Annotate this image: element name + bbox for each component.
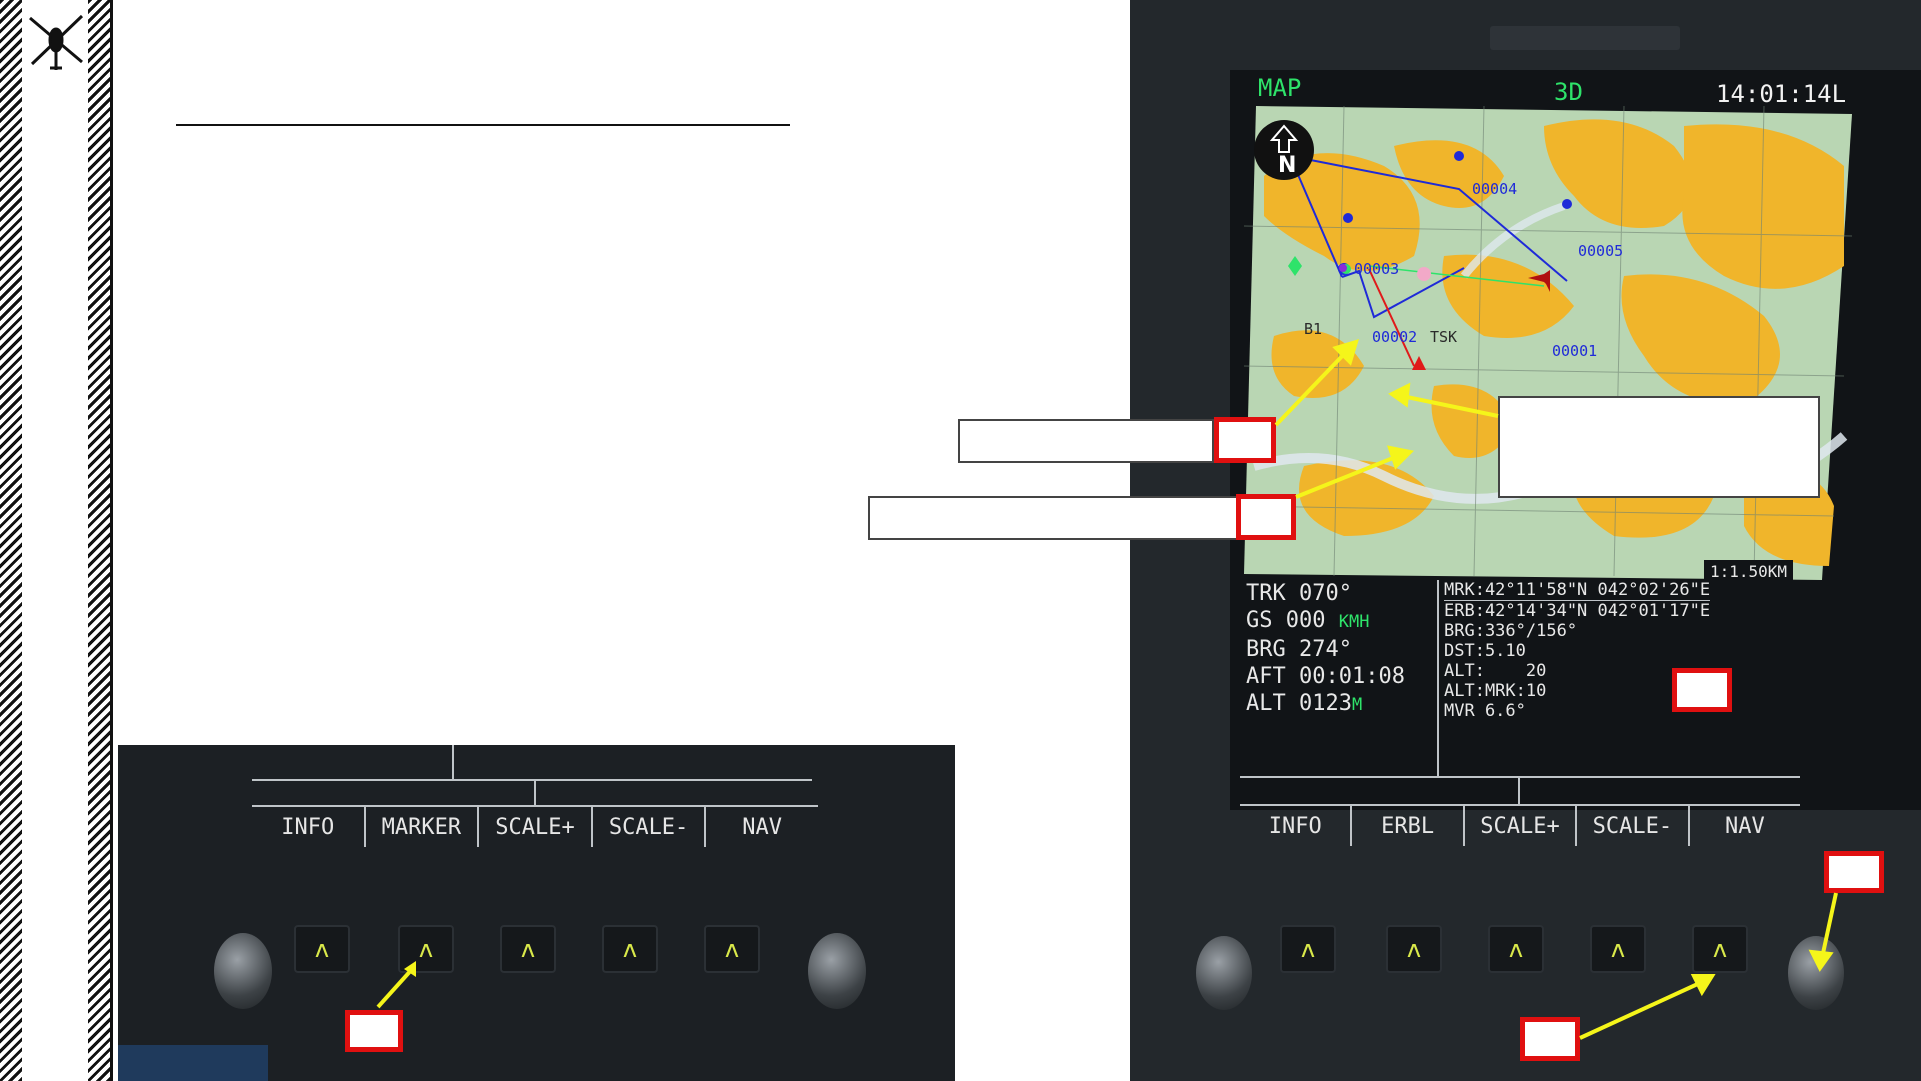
north-label: N [1278,153,1297,178]
clock: 14:01:14L [1716,80,1847,108]
dst-line: DST:5.10 [1444,641,1526,661]
waypoint-label-00002: 00002 [1372,328,1418,346]
left-key-nav[interactable]: ʌ [704,925,760,973]
waypoint-label-b1: B1 [1304,320,1323,338]
marker-info-block: MRK:42°11'58"N 042°02'26"E ERB:42°14'34"… [1444,580,1711,721]
waypoint-label-00001: 00001 [1552,342,1598,360]
callout-red-knob [1824,851,1884,893]
left-label-nav: NAV [742,815,783,840]
right-mfd-top-slot [1490,26,1680,50]
right-label-scale-minus: SCALE- [1577,806,1690,846]
trk-value: 070° [1299,581,1352,606]
alt-mrk-line: ALT:MRK:10 [1444,681,1547,701]
lower-data-stub [1518,778,1520,804]
callout-red-marker [1236,494,1296,540]
alt-label: ALT [1246,691,1286,716]
sidebar-hatch-right [88,0,110,1081]
brg-line: BRG:336°/156° [1444,621,1578,641]
callout-red-data [1672,668,1732,712]
alt-value: 0123 [1299,691,1352,716]
callout-box-marker [868,496,1238,540]
aft-value: 00:01:08 [1299,664,1405,689]
right-key-scale-plus[interactable]: ʌ [1488,925,1544,973]
sidebar-hatch-left [0,0,22,1081]
right-mfd-softkey-labels: INFO ERBL SCALE+ SCALE- NAV [1240,804,1800,846]
waypoint-label-00003: 00003 [1354,260,1400,278]
callout-red-waypoint [1214,417,1276,463]
callout-box-erbl-line [1498,396,1820,498]
view-label: 3D [1554,78,1583,106]
left-key-scale-minus[interactable]: ʌ [602,925,658,973]
brg-value: 274° [1299,637,1352,662]
left-mfd-screen-edge [252,745,812,781]
right-label-scale-plus: SCALE+ [1465,806,1578,846]
mode-label: MAP [1258,74,1302,102]
right-label-erbl: ERBL [1352,806,1465,846]
right-key-scale-minus[interactable]: ʌ [1590,925,1646,973]
left-label-scale-plus: SCALE+ [479,807,593,847]
right-key-erbl[interactable]: ʌ [1386,925,1442,973]
mrk-line: MRK:42°11'58"N 042°02'26"E [1444,580,1711,601]
trk-label: TRK [1246,581,1286,606]
nav-data-block: TRK 070° GS 000 KMH BRG 274° AFT 00:01:0… [1246,580,1405,719]
waypoint-label-00005: 00005 [1578,242,1624,260]
left-mfd-screen-divider-2 [534,779,536,805]
mvr-line: MVR 6.6° [1444,701,1526,721]
gs-unit: KMH [1338,612,1370,632]
right-key-nav[interactable]: ʌ [1692,925,1748,973]
gs-label: GS [1246,608,1273,633]
helicopter-icon [29,14,84,70]
left-key-scale-plus[interactable]: ʌ [500,925,556,973]
callout-box-waypoint [958,419,1214,463]
right-mfd-knob-right[interactable] [1788,936,1844,1010]
right-label-nav: NAV [1724,814,1765,839]
lower-data-bottom-rule [1240,776,1800,778]
brg-label: BRG [1246,637,1286,662]
left-mfd-screen-divider [452,745,454,779]
title-underline [176,124,790,126]
map-scale: 1:1.50KM [1704,560,1794,583]
sidebar-divider [110,0,113,1081]
waypoint-label-00004: 00004 [1472,180,1518,198]
waypoint-label-tsk: TSK [1430,328,1458,346]
alt-line: ALT: 20 [1444,661,1547,681]
right-label-info: INFO [1240,806,1353,846]
right-key-info[interactable]: ʌ [1280,925,1336,973]
aft-label: AFT [1246,664,1286,689]
marker-arrow [376,961,416,1009]
erb-line: ERB:42°14'34"N 042°01'17"E [1444,601,1711,621]
left-mfd-panel: INFO MARKER SCALE+ SCALE- NAV ʌ ʌ ʌ ʌ ʌ [118,745,955,1081]
left-label-scale-minus: SCALE- [593,807,707,847]
callout-red-nav-key [1520,1017,1580,1061]
left-mfd-blue-corner [118,1045,268,1081]
left-key-info[interactable]: ʌ [294,925,350,973]
gs-value: 000 [1285,608,1326,633]
marker-button-callout [345,1010,403,1052]
left-mfd-knob-right[interactable] [808,933,866,1009]
lower-data-divider [1437,580,1439,776]
left-label-marker: MARKER [366,807,480,847]
left-mfd-softkey-labels: INFO MARKER SCALE+ SCALE- NAV [252,805,818,847]
left-mfd-knob-left[interactable] [214,933,272,1009]
left-label-info: INFO [252,807,366,847]
right-mfd-knob-left[interactable] [1196,936,1252,1010]
alt-unit: M [1351,695,1363,715]
left-key-marker[interactable]: ʌ [398,925,454,973]
